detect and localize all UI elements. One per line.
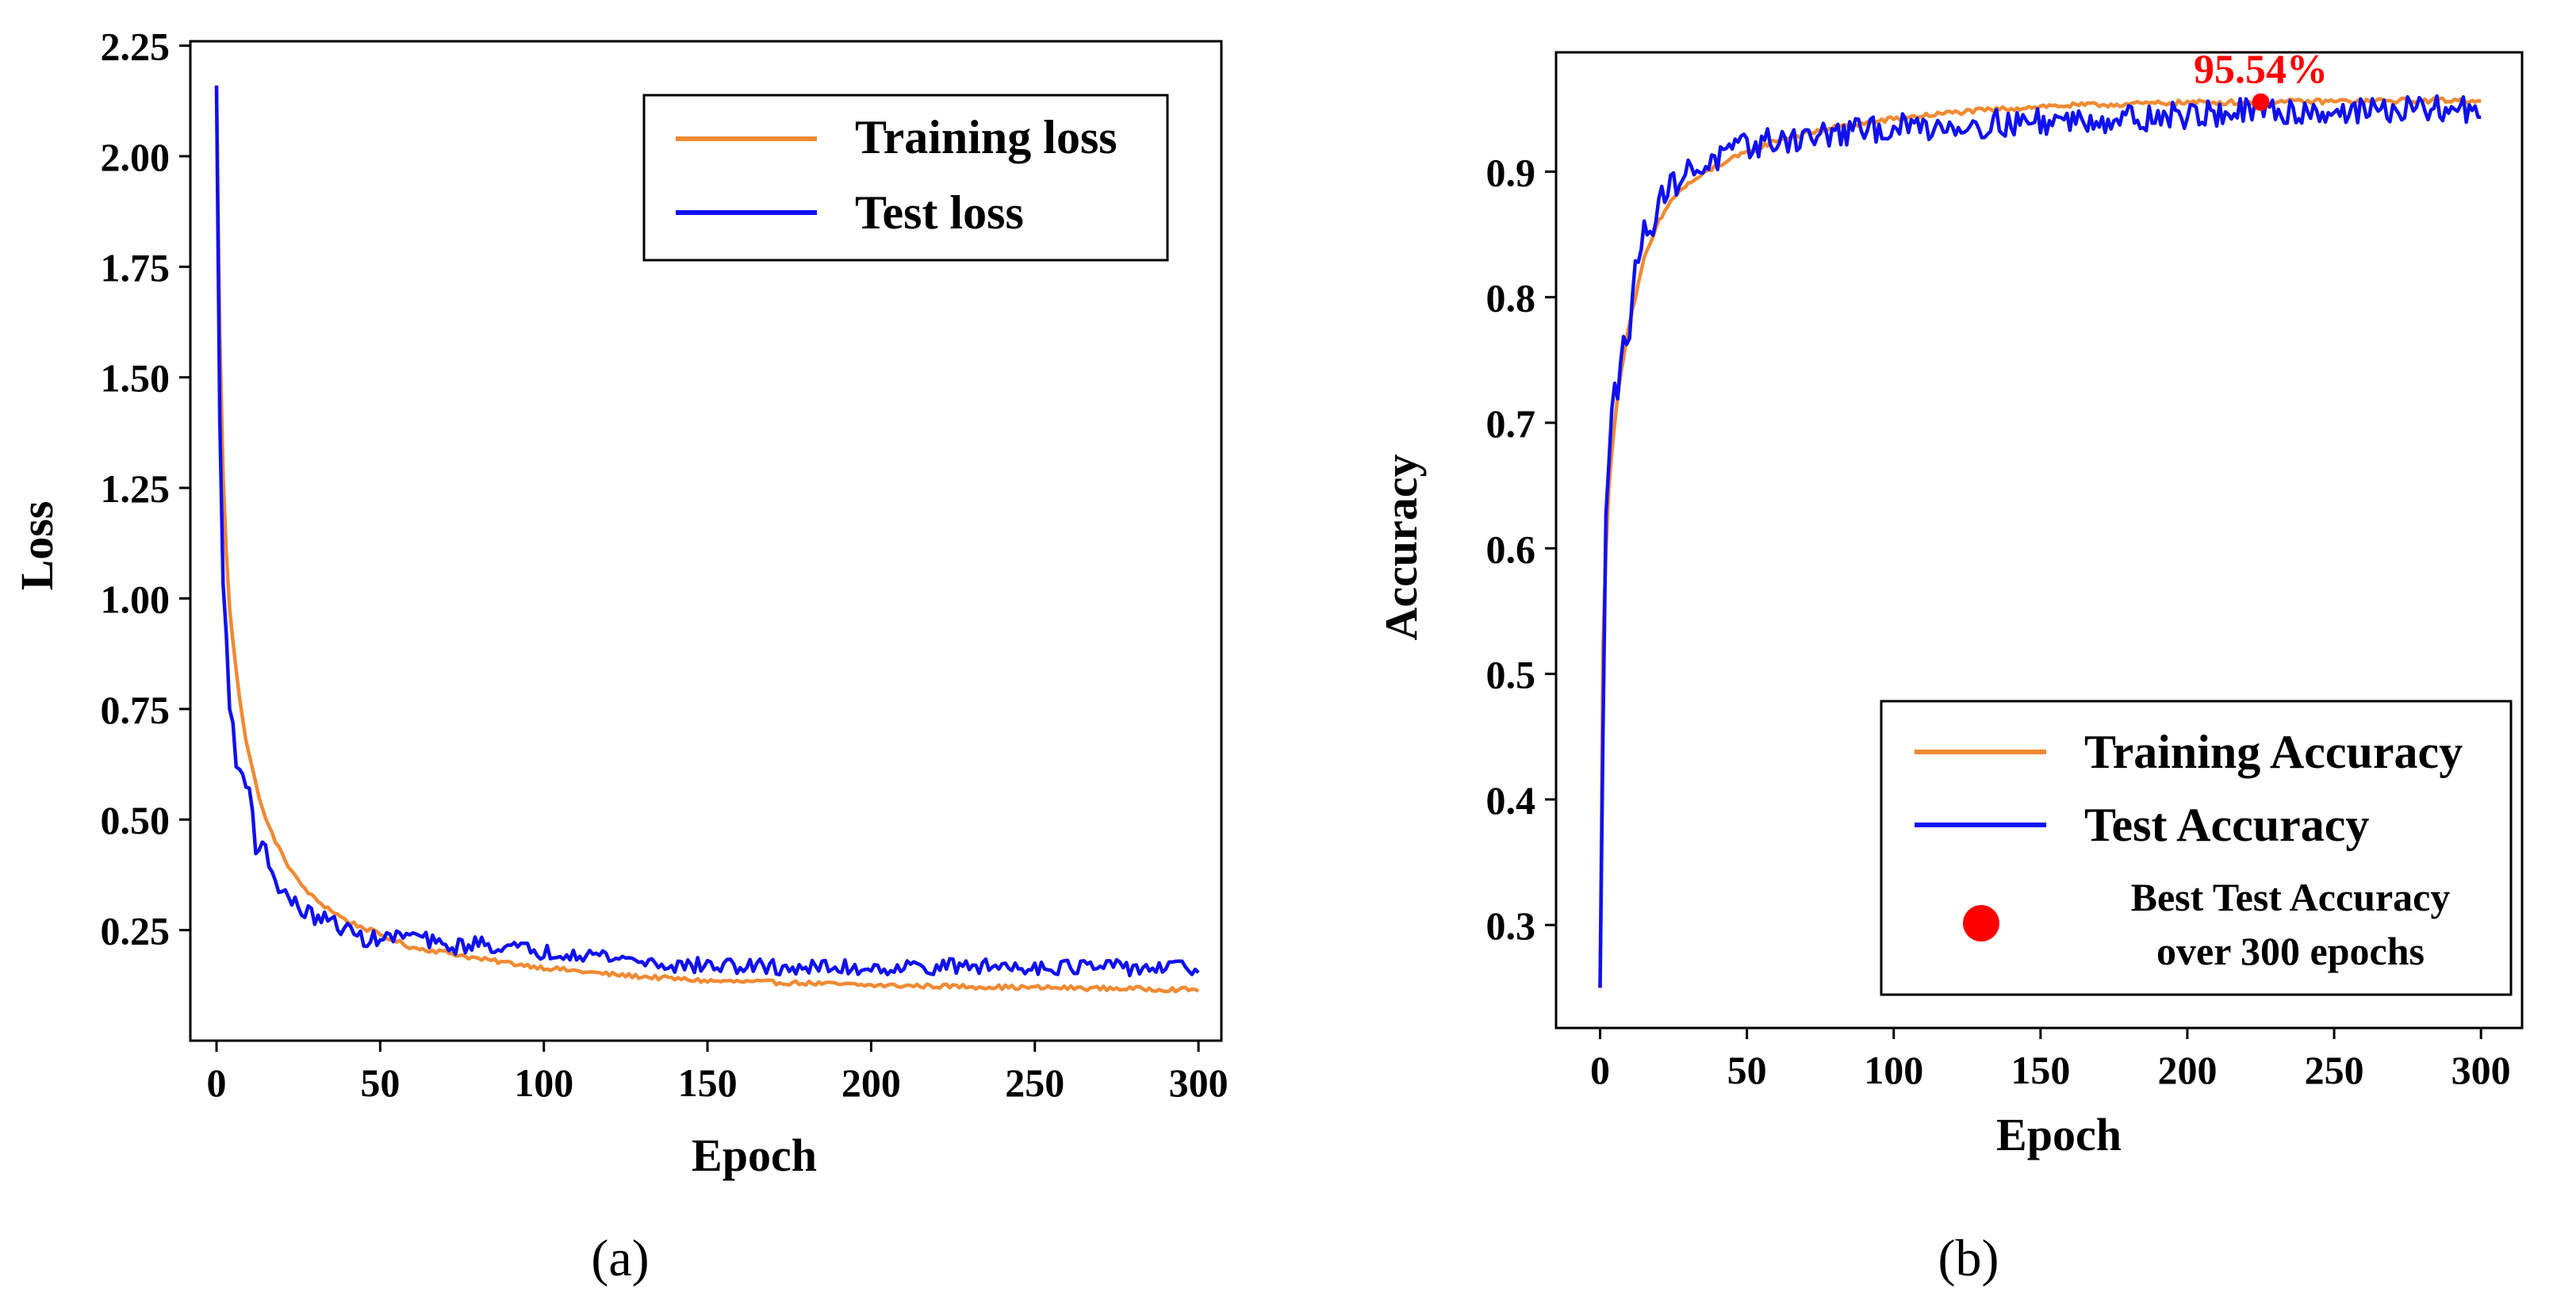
x-tick-label: 100 [514,1060,573,1105]
test-accuracy-line [1598,94,2482,988]
panel-a-x-axis-label: Epoch [692,1129,817,1181]
y-tick-label: 0.3 [1486,903,1536,948]
x-tick-label: 0 [207,1060,227,1105]
training-loss-line [214,90,1200,994]
y-tick-label: 0.9 [1486,150,1536,194]
legend-test-accuracy-label: Test Accuracy [2084,799,2369,851]
x-tick-label: 250 [1005,1060,1064,1105]
panel-b: 95.54% 0 50 100 150 200 250 300 0.30.40.50.60.… [1375,48,2524,1287]
x-tick-label: 250 [2305,1048,2364,1092]
panel-a-frame [189,40,1223,1042]
panel-b-y-axis-label: Accuracy [1375,454,1427,640]
x-tick-label: 150 [2011,1048,2070,1092]
panel-a-curves [214,85,1200,994]
x-tick-label: 0 [1590,1048,1610,1092]
x-tick-label: 200 [841,1060,901,1105]
panel-b-curves [1598,94,2482,988]
y-tick-label: 2.00 [101,135,171,179]
y-tick-label: 1.00 [101,577,171,621]
x-tick-label: 50 [360,1060,400,1105]
x-tick-label: 100 [1864,1048,1923,1092]
best-test-accuracy-point [2252,93,2270,111]
test-loss-line [214,85,1200,978]
x-tick-label: 150 [678,1060,738,1105]
y-tick-label: 1.50 [101,356,171,401]
panel-a-y-ticks: 0.25 0.50 0.75 1.00 1.25 1.50 1.75 2.00 2.25 [101,25,190,953]
panel-a-legend: Training loss Test loss [642,94,1169,262]
y-tick-label: 1.75 [101,245,171,290]
x-tick-label: 200 [2157,1048,2217,1092]
legend-best-accuracy-label: Best Test Accuracy over 300 epochs [2131,875,2451,973]
y-tick-label: 0.75 [101,688,171,732]
y-tick-label: 0.7 [1486,401,1536,446]
y-tick-label: 0.6 [1486,527,1536,571]
panel-b-frame [1554,51,2524,1030]
panel-a: 0 50 100 150 200 250 300 0.25 0.50 0.75 1.00 1.25 1… [11,25,1229,1287]
legend-training-loss-label: Training loss [855,111,1117,163]
y-tick-label: 1.25 [101,466,171,511]
y-tick-label: 0.5 [1486,653,1536,697]
x-tick-label: 50 [1727,1048,1767,1092]
legend-test-loss-label: Test loss [855,186,1024,239]
legend-best-accuracy-marker [1963,905,1999,942]
panel-a-x-ticks: 0 50 100 150 200 250 300 [207,1041,1229,1105]
x-tick-label: 300 [1169,1060,1229,1105]
training-accuracy-line [1598,96,2482,988]
legend-training-accuracy-label: Training Accuracy [2084,726,2463,778]
panel-b-legend: Training Accuracy Test Accuracy Best Tes… [1880,700,2513,996]
y-tick-label: 0.8 [1486,276,1536,320]
panel-a-legend-box [642,94,1169,262]
y-tick-label: 0.4 [1486,778,1536,823]
panel-a-caption: (a) [591,1229,649,1287]
panel-a-y-axis-label: Loss [11,501,63,591]
y-tick-label: 2.25 [101,25,171,69]
panel-b-caption: (b) [1938,1229,1999,1287]
panel-b-y-ticks: 0.3 0.4 0.5 0.6 0.7 0.8 0.9 [1486,150,1556,948]
y-tick-label: 0.25 [101,909,171,953]
panel-b-x-axis-label: Epoch [1996,1109,2122,1160]
best-accuracy-annotation: 95.54% [2194,48,2328,93]
y-tick-label: 0.50 [101,798,171,842]
panel-b-x-ticks: 0 50 100 150 200 250 300 [1590,1028,2511,1092]
x-tick-label: 300 [2451,1048,2511,1092]
